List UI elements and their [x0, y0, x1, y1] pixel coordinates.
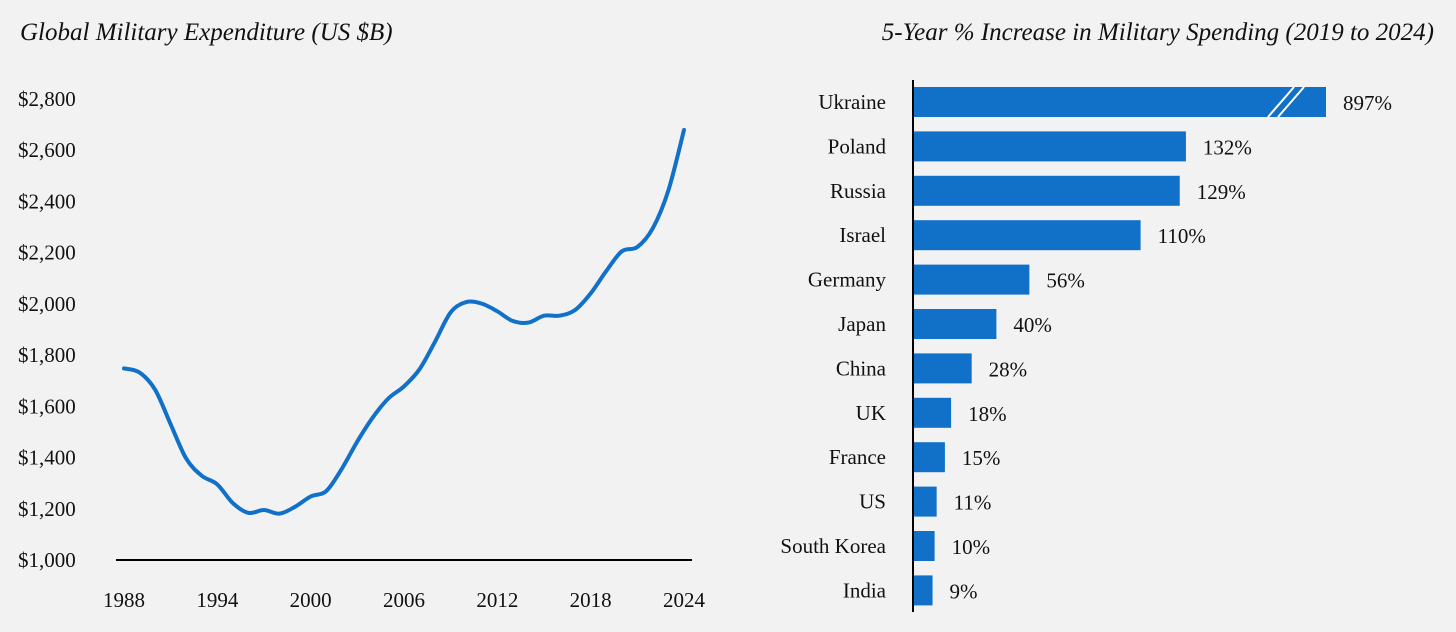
y-tick-label: $1,200 [18, 497, 76, 521]
value-label: 132% [1203, 135, 1252, 159]
y-tick-label: $1,000 [18, 548, 76, 572]
x-tick-label: 1988 [103, 588, 145, 612]
category-label: Japan [838, 312, 886, 336]
x-tick-label: 2000 [290, 588, 332, 612]
bar-china [914, 353, 972, 384]
expenditure-line [122, 127, 686, 516]
y-tick-label: $2,400 [18, 189, 76, 213]
category-label: France [829, 445, 886, 469]
value-label: 10% [952, 535, 991, 559]
x-tick-label: 2012 [476, 588, 518, 612]
y-tick-label: $1,800 [18, 343, 76, 367]
bar-chart-title: 5-Year % Increase in Military Spending (… [882, 19, 1434, 46]
x-tick-label: 2006 [383, 588, 425, 612]
bar-russia [914, 175, 1180, 206]
y-tick-label: $2,200 [18, 241, 76, 265]
line-chart-title: Global Military Expenditure (US $B) [20, 19, 393, 46]
bar-germany [914, 264, 1030, 295]
value-label: 11% [954, 491, 992, 515]
bar-ukraine [914, 87, 1326, 117]
value-label: 28% [989, 357, 1027, 381]
value-label: 56% [1046, 269, 1085, 293]
x-tick-label: 2018 [570, 588, 612, 612]
value-label: 18% [968, 402, 1007, 426]
category-label: Russia [830, 179, 887, 203]
x-tick-label: 2024 [663, 588, 706, 612]
bar-israel [914, 220, 1141, 251]
bar-japan [914, 309, 997, 339]
bar-poland [914, 131, 1186, 162]
category-label: Ukraine [818, 90, 886, 114]
y-tick-label: $1,400 [18, 446, 76, 470]
category-label: US [859, 490, 886, 514]
bar-uk [914, 397, 952, 428]
category-label: India [843, 578, 887, 602]
bar-france [914, 442, 945, 473]
category-label: UK [856, 401, 886, 425]
category-label: Israel [839, 223, 886, 247]
y-tick-label: $2,000 [18, 292, 76, 316]
value-label: 129% [1197, 180, 1246, 204]
value-label: 110% [1158, 224, 1206, 248]
category-label: South Korea [780, 534, 886, 558]
axis-break-mark [1267, 86, 1305, 118]
category-label: China [836, 356, 887, 380]
x-tick-label: 1994 [196, 588, 239, 612]
value-label: 9% [950, 579, 978, 603]
y-tick-label: $2,800 [18, 87, 76, 111]
bar-us [914, 486, 937, 517]
value-label: 897% [1343, 91, 1392, 115]
value-label: 15% [962, 446, 1001, 470]
y-tick-label: $1,600 [18, 394, 76, 418]
value-label: 40% [1013, 313, 1052, 337]
bar-chart: Ukraine 897% Poland 132% Russia 129% Israel 110… [780, 80, 1392, 612]
y-tick-label: $2,600 [18, 138, 76, 162]
category-label: Poland [828, 134, 887, 158]
category-label: Germany [808, 268, 887, 292]
line-chart: $1,000 $1,200 $1,400 $1,600 $1,800 $2,000 $2,2… [18, 87, 706, 612]
bar-india [914, 575, 933, 606]
bar-south-korea [914, 531, 935, 561]
